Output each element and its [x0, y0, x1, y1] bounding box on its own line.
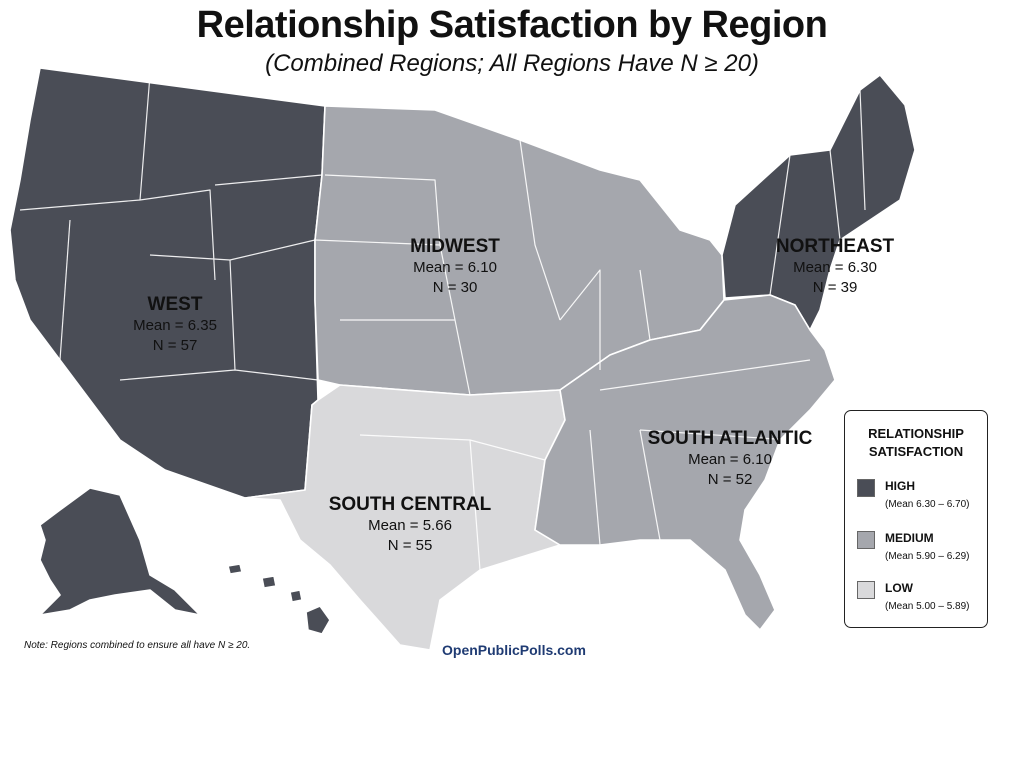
- region-n: N = 57: [152, 337, 198, 354]
- region-mean: Mean = 6.10: [688, 451, 772, 468]
- source-link[interactable]: OpenPublicPolls.com: [442, 642, 586, 658]
- region-mean: Mean = 6.35: [133, 317, 217, 334]
- region-south-atlantic: [534, 294, 836, 631]
- region-hawaii: [227, 563, 331, 635]
- legend-title-line2: SATISFACTION: [868, 444, 964, 459]
- legend-swatch-low: [857, 581, 875, 599]
- legend-range: (Mean 6.30 – 6.70): [885, 499, 970, 510]
- region-mean: Mean = 6.30: [793, 259, 877, 276]
- region-name: SOUTH CENTRAL: [328, 494, 492, 515]
- legend-label: MEDIUM: [885, 531, 934, 545]
- legend-title: RELATIONSHIP SATISFACTION: [845, 425, 987, 461]
- region-name: SOUTH ATLANTIC: [647, 428, 813, 449]
- region-name: WEST: [147, 294, 203, 315]
- region-name: NORTHEAST: [775, 236, 895, 257]
- region-label-south-central: SOUTH CENTRAL Mean = 5.66 N = 55: [320, 494, 500, 556]
- region-west: [9, 67, 326, 499]
- footnote: Note: Regions combined to ensure all hav…: [24, 640, 251, 651]
- region-label-south-atlantic: SOUTH ATLANTIC Mean = 6.10 N = 52: [640, 428, 820, 490]
- region-n: N = 55: [387, 537, 433, 554]
- legend-label: HIGH: [885, 479, 915, 493]
- legend-swatch-medium: [857, 531, 875, 549]
- region-name: MIDWEST: [410, 236, 500, 257]
- region-mean: Mean = 6.10: [413, 259, 497, 276]
- region-label-midwest: MIDWEST Mean = 6.10 N = 30: [380, 236, 530, 298]
- legend-label: LOW: [885, 581, 913, 595]
- region-alaska: [39, 487, 201, 616]
- legend-swatch-high: [857, 479, 875, 497]
- region-label-northeast: NORTHEAST Mean = 6.30 N = 39: [760, 236, 910, 298]
- map-subtitle: (Combined Regions; All Regions Have N ≥ …: [265, 50, 759, 77]
- region-n: N = 52: [707, 471, 753, 488]
- region-label-west: WEST Mean = 6.35 N = 57: [110, 294, 240, 356]
- legend: RELATIONSHIP SATISFACTION HIGH (Mean 6.3…: [844, 410, 988, 628]
- us-region-map: [9, 67, 916, 651]
- map-title: Relationship Satisfaction by Region: [196, 4, 828, 46]
- region-mean: Mean = 5.66: [368, 517, 452, 534]
- region-n: N = 39: [812, 279, 858, 296]
- legend-title-line1: RELATIONSHIP: [868, 426, 964, 441]
- region-n: N = 30: [432, 279, 478, 296]
- legend-range: (Mean 5.90 – 6.29): [885, 551, 970, 562]
- state-borders: [19, 74, 866, 571]
- legend-range: (Mean 5.00 – 5.89): [885, 601, 970, 612]
